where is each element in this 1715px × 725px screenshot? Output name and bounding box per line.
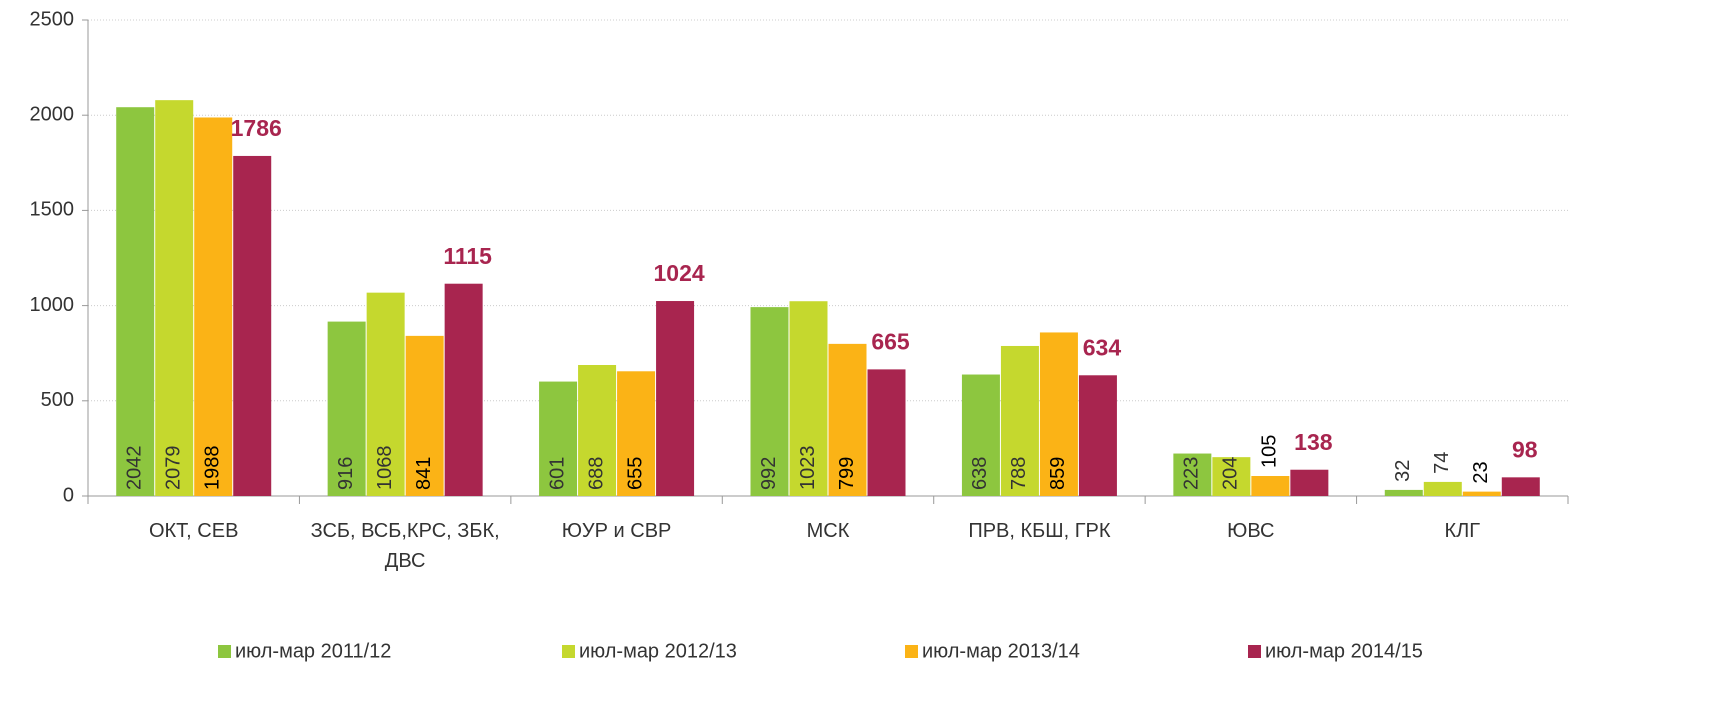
bar (750, 307, 789, 496)
data-label: 1115 (443, 243, 492, 269)
x-tick-label: КЛГ (1444, 520, 1481, 542)
bar (194, 117, 233, 496)
legend-label: июл-мар 2013/14 (922, 640, 1080, 662)
data-label: 916 (335, 457, 357, 490)
bar (1501, 477, 1540, 496)
data-label: 138 (1294, 429, 1333, 455)
data-label: 1023 (797, 446, 819, 491)
x-tick-label: МСК (806, 520, 850, 542)
data-label: 1786 (231, 115, 282, 141)
bar (578, 365, 617, 496)
data-label: 655 (624, 457, 646, 490)
bar (867, 369, 906, 496)
data-label: 688 (585, 457, 607, 490)
bar (444, 283, 483, 496)
bar (1384, 489, 1423, 496)
bar (656, 301, 695, 496)
bar (789, 301, 828, 496)
legend-swatch (1248, 645, 1261, 658)
legend-swatch (218, 645, 231, 658)
data-label: 2079 (162, 446, 184, 491)
data-label: 32 (1392, 460, 1414, 482)
data-label: 992 (758, 457, 780, 490)
data-label: 105 (1259, 435, 1281, 468)
data-label: 665 (871, 328, 910, 354)
data-label: 638 (969, 457, 991, 490)
data-label: 98 (1512, 436, 1538, 462)
data-label: 2042 (123, 446, 145, 491)
bar (233, 155, 272, 496)
x-tick-label: ОКТ, СЕВ (148, 520, 239, 542)
bar (1423, 481, 1462, 496)
data-label: 841 (413, 457, 435, 490)
legend-label: июл-мар 2014/15 (1265, 640, 1423, 662)
y-tick-label: 1500 (30, 199, 75, 221)
bar (1462, 491, 1501, 496)
bar (327, 321, 366, 496)
bar (116, 107, 155, 497)
bar (1290, 469, 1329, 496)
bar (1078, 375, 1117, 496)
bar (1000, 345, 1039, 496)
legend-label: июл-мар 2012/13 (579, 640, 737, 662)
data-label: 788 (1008, 457, 1030, 490)
bar (1039, 332, 1078, 496)
legend-swatch (562, 645, 575, 658)
data-label: 204 (1220, 457, 1242, 490)
bar (539, 381, 578, 496)
bar (366, 292, 405, 496)
y-tick-label: 2500 (30, 8, 75, 30)
bar (1173, 453, 1212, 496)
data-label: 74 (1431, 452, 1453, 474)
data-label: 634 (1083, 334, 1122, 360)
data-label: 1024 (653, 260, 704, 286)
data-label: 223 (1181, 457, 1203, 490)
data-label: 1068 (374, 446, 396, 491)
legend-swatch (905, 645, 918, 658)
data-label: 1988 (201, 446, 223, 491)
bar (405, 335, 444, 496)
y-tick-label: 2000 (30, 103, 75, 125)
bar (617, 371, 656, 496)
y-tick-label: 1000 (30, 294, 75, 316)
bar (961, 374, 1000, 496)
x-tick-label: ЗСБ, ВСБ,КРС, ЗБК, ДВС (310, 520, 500, 572)
x-tick-label: ЮУР и СВР (561, 520, 672, 542)
data-label: 799 (836, 457, 858, 490)
data-label: 859 (1047, 457, 1069, 490)
data-label: 601 (546, 457, 568, 490)
bar (1212, 457, 1251, 496)
y-tick-label: 0 (63, 484, 74, 506)
x-tick-label: ЮВС (1227, 520, 1275, 542)
x-tick-label: ПРВ, КБШ, ГРК (968, 520, 1111, 542)
legend-label: июл-мар 2011/12 (235, 640, 391, 662)
y-tick-label: 500 (41, 389, 74, 411)
bar (1251, 476, 1290, 496)
bar (155, 100, 194, 497)
data-label: 23 (1470, 461, 1492, 483)
bar (828, 343, 867, 496)
